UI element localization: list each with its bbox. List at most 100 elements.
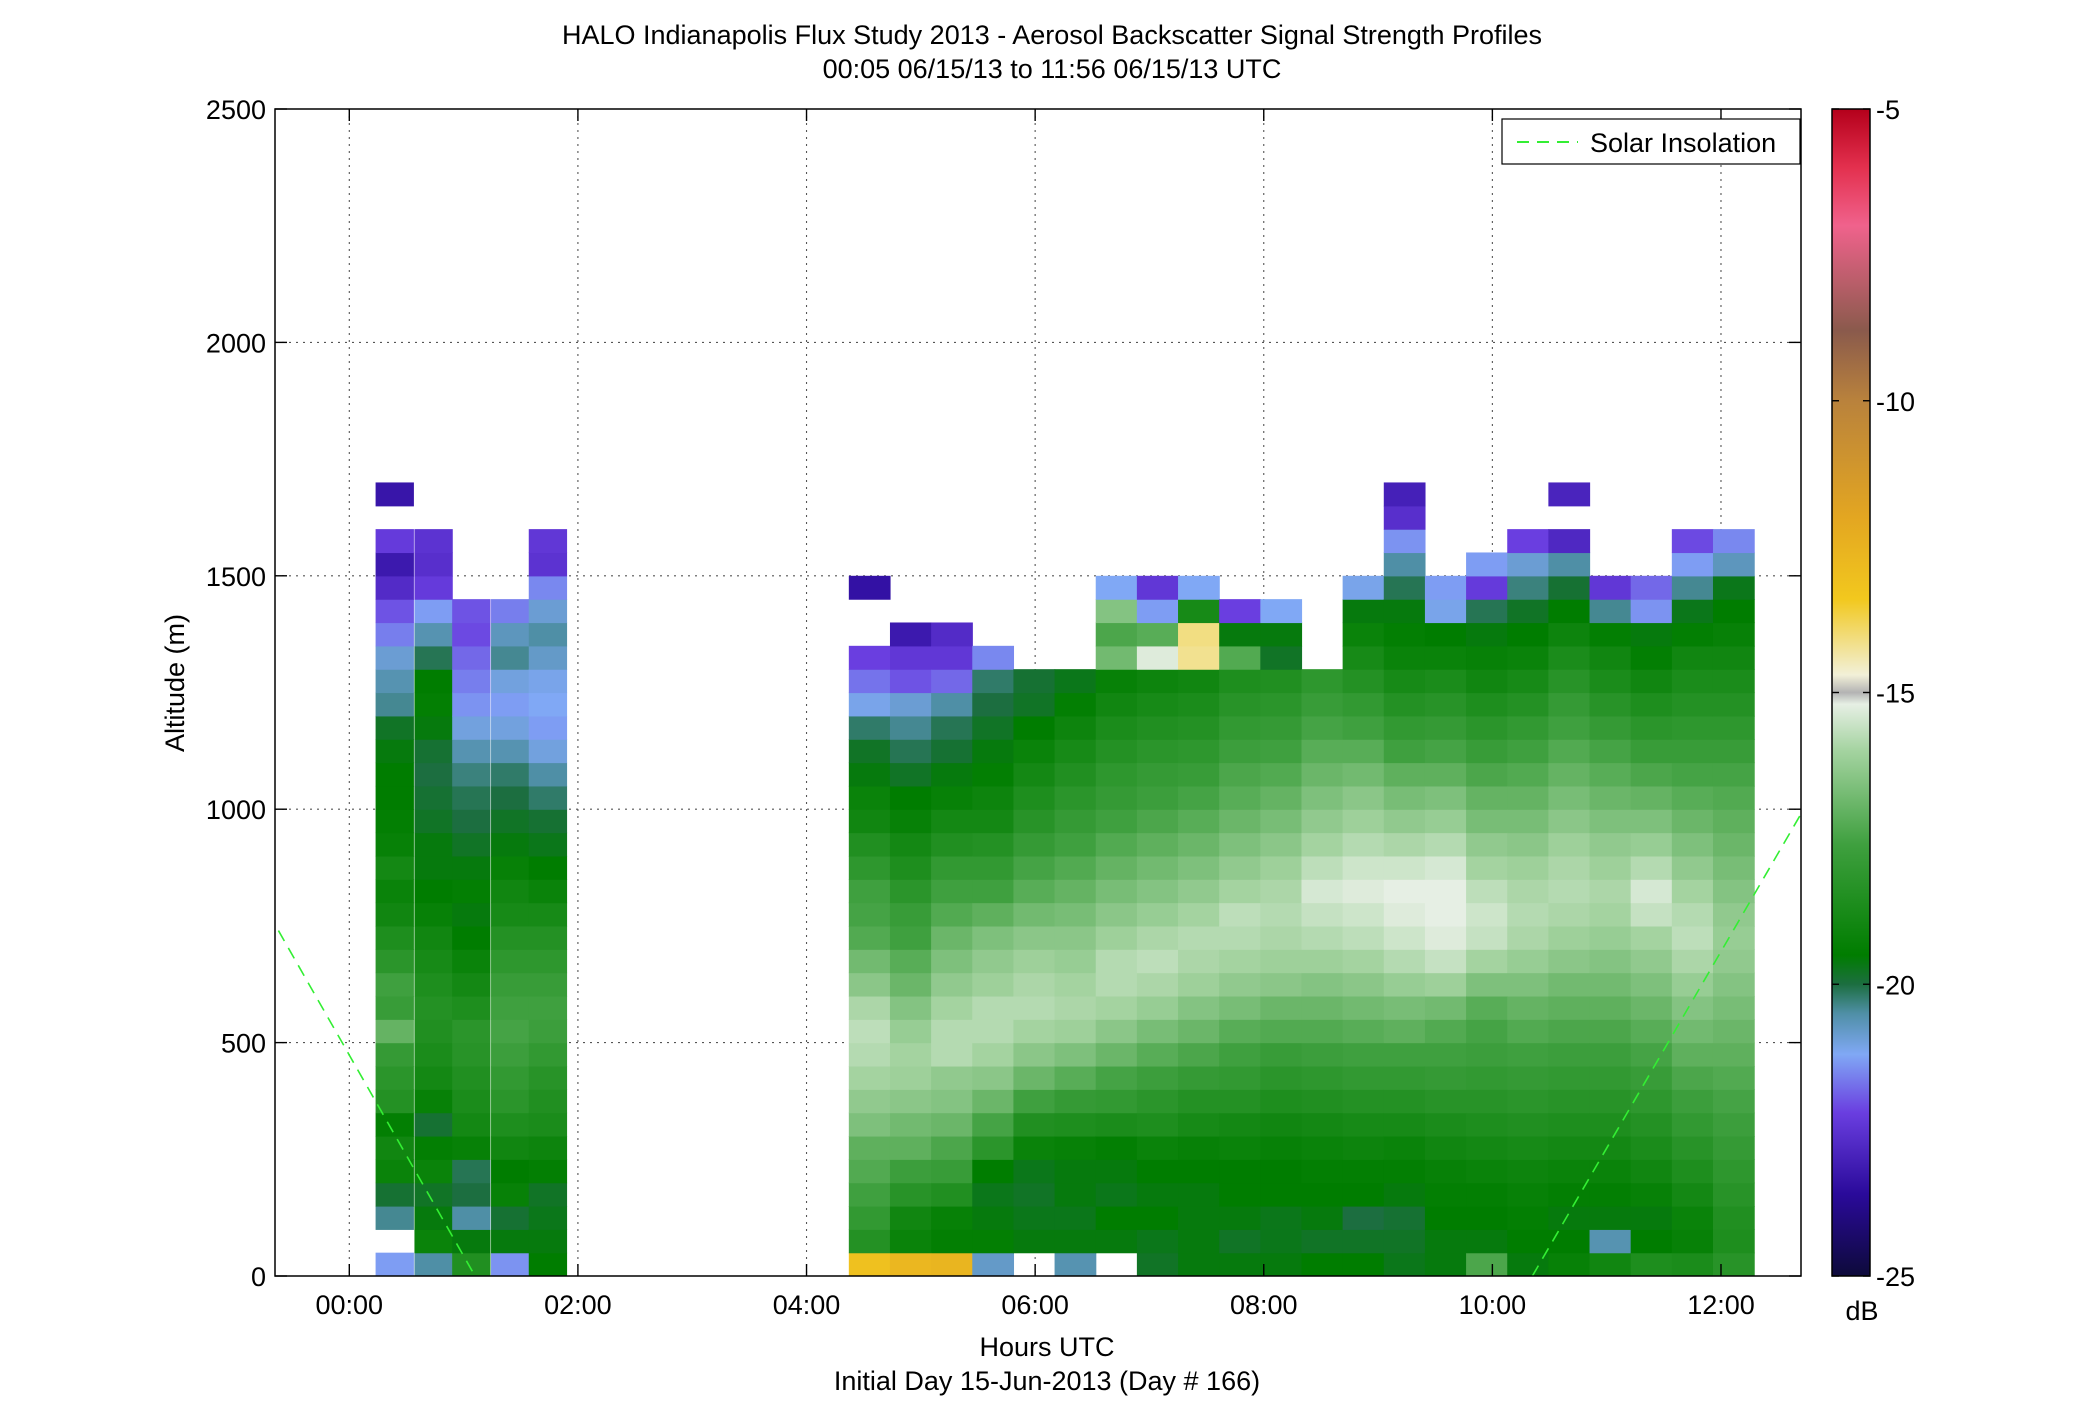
heatmap-cell-c26-r6 (1712, 1112, 1755, 1137)
heatmap-cell-c16-r8 (1301, 1065, 1344, 1090)
heatmap-cell-c5-r5 (848, 1135, 891, 1160)
heatmap-cell-c15-r3 (1260, 1182, 1303, 1207)
heatmap-cell-c2-r14 (452, 925, 491, 950)
heatmap-cell-c20-r2 (1466, 1205, 1508, 1230)
heatmap-cell-c4-r18 (528, 832, 568, 857)
heatmap-cell-c7-r14 (931, 925, 973, 950)
heatmap-cell-c19-r25 (1424, 669, 1467, 694)
heatmap-cell-c15-r22 (1260, 739, 1303, 764)
heatmap-cell-c19-r9 (1424, 1042, 1467, 1067)
heatmap-cell-c15-r8 (1260, 1065, 1303, 1090)
colorbar-unit-label: dB (1845, 1296, 1878, 1326)
heatmap-cell-c1-r27 (414, 622, 453, 647)
heatmap-cell-c2-r7 (452, 1089, 491, 1114)
heatmap-cell-c26-r11 (1712, 995, 1755, 1020)
heatmap-cell-c0-r11 (375, 995, 414, 1020)
heatmap-cell-c20-r24 (1466, 692, 1508, 717)
heatmap-cell-c18-r8 (1383, 1065, 1426, 1090)
colorbar-tick-label-3: -20 (1876, 970, 1915, 1000)
y-axis-label: Altitude (m) (160, 614, 190, 752)
heatmap-cell-c8-r25 (972, 669, 1015, 694)
heatmap-cell-c8-r13 (972, 949, 1015, 974)
heatmap-cell-c14-r20 (1219, 785, 1261, 810)
heatmap-cell-c7-r23 (931, 715, 973, 740)
heatmap-cell-c15-r20 (1260, 785, 1303, 810)
heatmap-cell-c2-r27 (452, 622, 491, 647)
heatmap-cell-c19-r26 (1424, 645, 1467, 670)
heatmap-cell-c7-r6 (931, 1112, 973, 1137)
heatmap-cell-c6-r10 (889, 1019, 932, 1044)
heatmap-cell-c7-r3 (931, 1182, 973, 1207)
heatmap-cell-c23-r17 (1589, 855, 1632, 880)
heatmap-cell-c2-r20 (452, 785, 491, 810)
heatmap-cell-c15-r27 (1260, 622, 1303, 647)
heatmap-cell-c16-r1 (1301, 1229, 1344, 1254)
heatmap-cell-c16-r4 (1301, 1159, 1344, 1184)
y-tick-label-3: 1500 (206, 562, 266, 592)
heatmap-cell-c23-r29 (1589, 575, 1632, 600)
heatmap-cell-c4-r23 (528, 715, 568, 740)
heatmap-cell-c9-r24 (1013, 692, 1056, 717)
heatmap-cell-c9-r25 (1013, 669, 1056, 694)
heatmap-cell-c26-r13 (1712, 949, 1755, 974)
heatmap-cell-c14-r21 (1219, 762, 1261, 787)
heatmap-cell-c3-r16 (491, 879, 530, 904)
heatmap-cell-c17-r6 (1342, 1112, 1385, 1137)
heatmap-cell-c2-r17 (452, 855, 491, 880)
heatmap-cell-c19-r12 (1424, 972, 1467, 997)
heatmap-cell-c24-r5 (1630, 1135, 1673, 1160)
heatmap-cell-c8-r11 (972, 995, 1015, 1020)
heatmap-cell-c20-r26 (1466, 645, 1508, 670)
heatmap-cell-c19-r14 (1424, 925, 1467, 950)
heatmap-cell-c4-r10 (528, 1019, 568, 1044)
heatmap-cell-c16-r7 (1301, 1089, 1344, 1114)
heatmap-cell-c11-r1 (1095, 1229, 1138, 1254)
heatmap-cell-c21-r3 (1507, 1182, 1549, 1207)
heatmap-cell-c8-r9 (972, 1042, 1015, 1067)
heatmap-cell-c16-r17 (1301, 855, 1344, 880)
heatmap-cell-c1-r14 (414, 925, 453, 950)
heatmap-cell-c15-r21 (1260, 762, 1303, 787)
heatmap-cell-c10-r0 (1054, 1252, 1097, 1276)
heatmap-cell-c0-r0 (375, 1252, 414, 1276)
heatmap-cell-c11-r22 (1095, 739, 1138, 764)
heatmap-cell-c25-r4 (1671, 1159, 1714, 1184)
heatmap-cell-c22-r30 (1548, 552, 1591, 577)
heatmap-cell-c10-r5 (1054, 1135, 1097, 1160)
heatmap-cell-c8-r24 (972, 692, 1015, 717)
heatmap-cell-c16-r9 (1301, 1042, 1344, 1067)
heatmap-cell-c26-r0 (1712, 1252, 1755, 1276)
heatmap-cell-c6-r23 (889, 715, 932, 740)
heatmap-cell-c1-r16 (414, 879, 453, 904)
heatmap-cell-c1-r23 (414, 715, 453, 740)
heatmap-cell-c7-r26 (931, 645, 973, 670)
heatmap-cell-c13-r18 (1178, 832, 1220, 857)
heatmap-cell-c21-r23 (1507, 715, 1549, 740)
heatmap-cell-c2-r6 (452, 1112, 491, 1137)
heatmap-cell-c16-r16 (1301, 879, 1344, 904)
heatmap-cell-c4-r7 (528, 1089, 568, 1114)
heatmap-cell-c22-r14 (1548, 925, 1591, 950)
heatmap-cell-c22-r26 (1548, 645, 1591, 670)
heatmap-cell-c16-r0 (1301, 1252, 1344, 1276)
heatmap-cell-c20-r27 (1466, 622, 1508, 647)
heatmap-cell-c12-r8 (1136, 1065, 1179, 1090)
heatmap-cell-c12-r18 (1136, 832, 1179, 857)
legend[interactable]: Solar Insolation (1501, 118, 1801, 165)
heatmap-cell-c16-r21 (1301, 762, 1344, 787)
heatmap-cell-c3-r4 (491, 1159, 530, 1184)
heatmap-cell-c17-r18 (1342, 832, 1385, 857)
heatmap-cell-c13-r0 (1178, 1252, 1220, 1276)
heatmap-cell-c26-r16 (1712, 879, 1755, 904)
heatmap-cell-c22-r13 (1548, 949, 1591, 974)
heatmap-cell-c10-r18 (1054, 832, 1097, 857)
heatmap-cell-c1-r3 (414, 1182, 453, 1207)
heatmap-cell-c12-r29 (1136, 575, 1179, 600)
heatmap-cell-c12-r23 (1136, 715, 1179, 740)
heatmap-cell-c9-r20 (1013, 785, 1056, 810)
heatmap-cell-c22-r27 (1548, 622, 1591, 647)
heatmap-cell-c0-r18 (375, 832, 414, 857)
heatmap-cell-c4-r4 (528, 1159, 568, 1184)
heatmap-cell-c21-r13 (1507, 949, 1549, 974)
heatmap-cell-c6-r12 (889, 972, 932, 997)
